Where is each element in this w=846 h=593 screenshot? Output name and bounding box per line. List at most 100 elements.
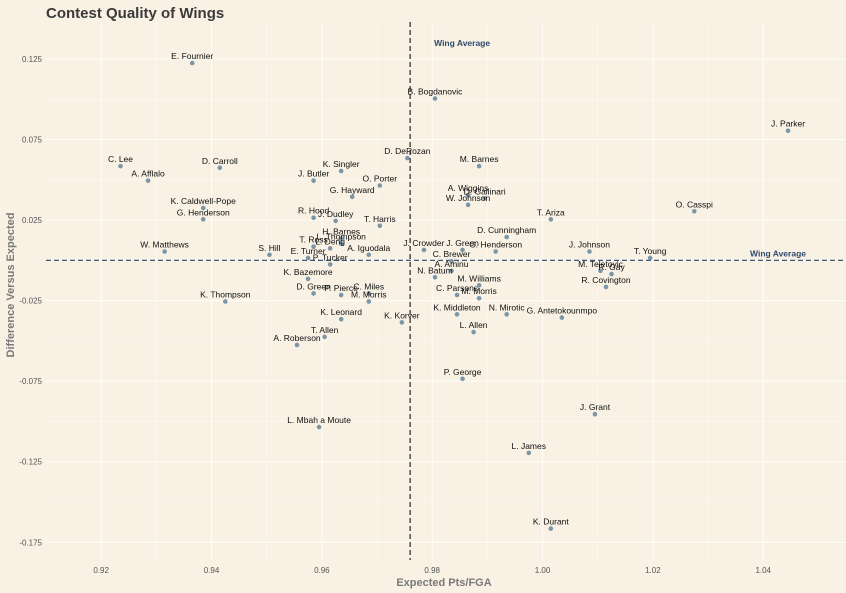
- data-point: [476, 163, 482, 169]
- point-label: L. Allen: [460, 320, 488, 330]
- data-point: [118, 163, 123, 169]
- data-point: [338, 292, 344, 298]
- data-point: [460, 247, 465, 253]
- point-label: T. Ariza: [537, 207, 565, 217]
- data-point: [327, 246, 333, 251]
- point-label: D. Gallinari: [464, 186, 506, 196]
- data-point: [311, 178, 316, 183]
- point-label: E. Turner: [291, 246, 326, 256]
- x-axis-title: Expected Pts/FGA: [396, 577, 491, 589]
- data-point: [504, 312, 509, 317]
- point-label: M. Teletovic: [578, 259, 623, 269]
- data-point: [548, 526, 554, 531]
- data-point: [471, 329, 476, 335]
- point-label: M. Barnes: [460, 154, 499, 164]
- point-label: M. Morris: [461, 286, 496, 296]
- y-axis-title: Difference Versus Expected: [5, 213, 17, 358]
- point-label: J. Johnson: [569, 240, 610, 250]
- point-label: G. Hayward: [330, 185, 375, 195]
- data-point: [504, 234, 509, 240]
- data-point: [482, 196, 487, 201]
- x-tick-label: 0.98: [424, 566, 440, 575]
- point-label: D. Cunningham: [477, 225, 536, 235]
- data-point: [223, 299, 228, 304]
- point-label: W. Matthews: [140, 240, 189, 250]
- data-point: [327, 262, 333, 267]
- point-label: A. Roberson: [273, 333, 321, 343]
- data-point: [338, 168, 344, 174]
- y-tick-label: -0.125: [19, 458, 42, 467]
- data-point: [476, 295, 482, 301]
- data-point: [609, 271, 614, 277]
- data-point: [526, 450, 532, 456]
- point-label: L. James: [512, 441, 547, 451]
- x-tick-label: 0.94: [204, 566, 220, 575]
- point-label: A. Aminu: [435, 259, 469, 269]
- data-point: [785, 128, 791, 134]
- y-tick-label: -0.175: [19, 538, 42, 547]
- point-label: B. Bogdanovic: [408, 87, 464, 97]
- point-label: K. Singler: [323, 159, 360, 169]
- data-point: [449, 258, 454, 264]
- data-points: E. Fournier B. Bogdanovic J. Parker D. DeRo…: [108, 51, 805, 531]
- point-label: R. Hood: [298, 206, 329, 216]
- point-label: K. Thompson: [200, 289, 251, 299]
- point-label: G. Antetokounmpo: [527, 306, 598, 316]
- point-label: T. Allen: [311, 325, 339, 335]
- y-tick-label: -0.075: [19, 377, 42, 386]
- point-label: P. George: [444, 367, 482, 377]
- x-tick-label: 1.04: [755, 566, 771, 575]
- point-label: J. Parker: [771, 119, 805, 129]
- point-label: J. Green: [446, 238, 479, 248]
- point-label: T. Harris: [364, 214, 396, 224]
- point-label: S. Hill: [258, 243, 280, 253]
- point-label: L. Deng: [315, 236, 345, 246]
- y-tick-label: 0.125: [22, 55, 43, 64]
- data-point: [603, 284, 609, 290]
- data-point: [217, 165, 223, 171]
- point-label: L. Mbah a Moute: [287, 415, 351, 425]
- point-label: D. DeRozan: [384, 146, 431, 156]
- point-label: D. Carroll: [202, 156, 238, 166]
- point-label: P. Tucker: [313, 252, 348, 262]
- data-point: [399, 320, 405, 325]
- data-point: [691, 208, 697, 214]
- data-point: [322, 334, 327, 340]
- point-label: J. Butler: [298, 169, 329, 179]
- data-point: [432, 96, 438, 101]
- point-label: C. Parsons: [436, 283, 478, 293]
- data-point: [598, 268, 603, 274]
- data-point: [200, 217, 206, 222]
- point-label: K. Leonard: [320, 307, 362, 317]
- data-point: [592, 411, 598, 417]
- point-label: J. Crowder: [403, 238, 444, 248]
- x-tick-label: 0.96: [314, 566, 330, 575]
- y-reference-label: Wing Average: [750, 248, 806, 258]
- point-label: C. Miles: [353, 281, 384, 291]
- data-point: [338, 236, 344, 241]
- point-label: L. Thompson: [316, 231, 366, 241]
- y-tick-label: 0.025: [22, 216, 43, 225]
- reference-lines: Wing Average Wing Average: [46, 22, 845, 560]
- data-point: [189, 60, 195, 66]
- data-point: [493, 249, 498, 254]
- point-label: J. Dudley: [318, 209, 354, 219]
- point-label: C. Lee: [108, 154, 133, 164]
- point-label: D. Green: [296, 281, 331, 291]
- data-point: [449, 268, 454, 274]
- point-label: N. Mirotic: [489, 302, 526, 312]
- point-label: K. Durant: [533, 517, 570, 527]
- grid-lines: [46, 22, 846, 560]
- data-point: [338, 316, 344, 322]
- data-point: [316, 424, 322, 430]
- point-label: N. Batum: [417, 265, 452, 275]
- data-point: [366, 291, 372, 296]
- data-point: [294, 342, 300, 348]
- point-label: K. Korver: [384, 310, 420, 320]
- point-label: K. Caldwell-Pope: [171, 196, 236, 206]
- point-label: E. Fournier: [171, 51, 213, 61]
- x-reference-label: Wing Average: [434, 38, 490, 48]
- point-label: K. Bazemore: [283, 267, 332, 277]
